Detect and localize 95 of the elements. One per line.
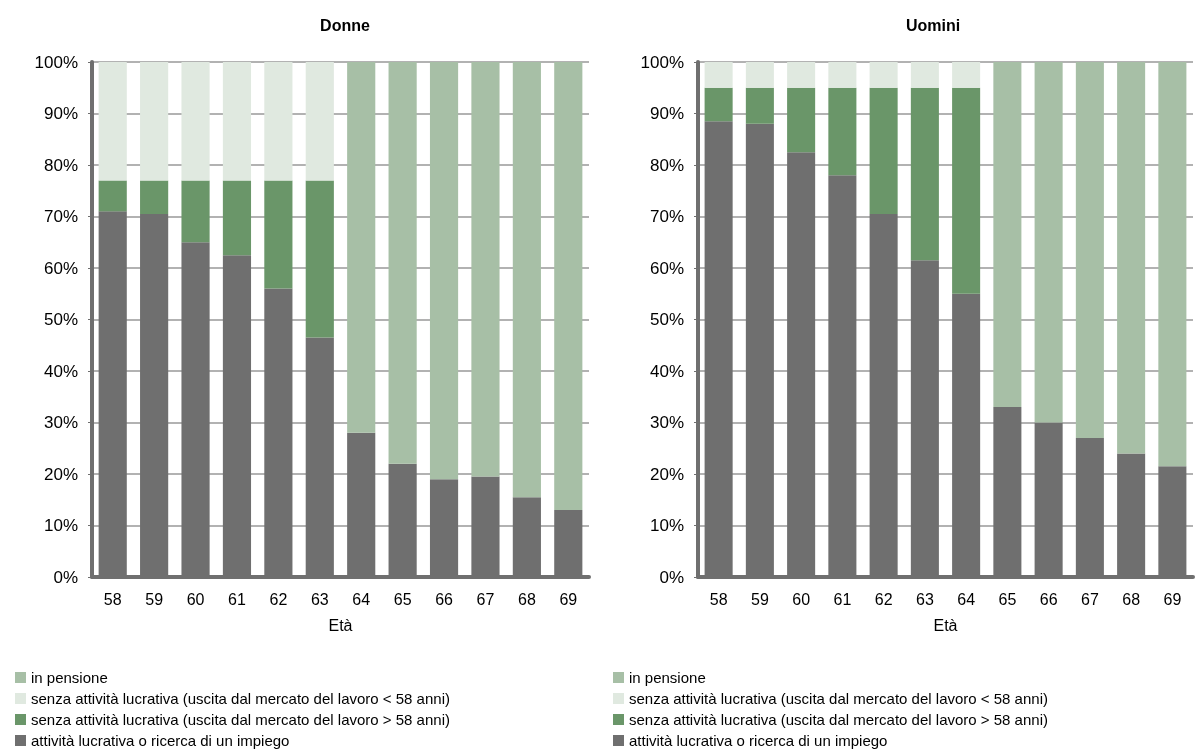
x-tick-label: 67	[476, 590, 495, 608]
y-tick-label: 30%	[43, 413, 78, 432]
x-tick-label: 58	[709, 590, 728, 608]
y-tick-label: 50%	[43, 310, 78, 329]
y-tick-label: 100%	[34, 52, 78, 72]
bar	[1075, 62, 1104, 438]
y-tick-label: 20%	[43, 464, 78, 484]
y-tick-label: 20%	[649, 464, 684, 484]
bar	[264, 180, 293, 289]
legend-label: senza attività lucrativa (uscita dal mercato del lavoro > 58 anni)	[629, 711, 1048, 728]
y-tick-label: 10%	[43, 516, 78, 535]
bar	[869, 87, 898, 214]
bar	[1117, 62, 1146, 454]
x-tick-label: 63	[915, 590, 934, 608]
bar	[787, 62, 816, 88]
legend-label: senza attività lucrativa (uscita dal mercato del lavoro > 58 anni)	[31, 711, 450, 728]
bar	[554, 62, 583, 511]
bar	[704, 62, 733, 88]
x-tick-label: 65	[998, 590, 1017, 608]
x-tick-label: 66	[1039, 590, 1058, 608]
bar	[140, 62, 169, 181]
x-tick-label: 67	[1080, 590, 1099, 608]
legend-label: attività lucrativa o ricerca di un impiego	[31, 732, 290, 749]
bar	[305, 62, 334, 181]
x-tick-label: 58	[103, 590, 122, 608]
chart-title: Donne	[320, 16, 370, 34]
bar	[222, 62, 252, 181]
x-tick-label: 60	[186, 590, 205, 608]
y-tick-label: 60%	[649, 258, 684, 278]
x-tick-label: 69	[559, 590, 578, 608]
x-tick-label: 64	[352, 590, 371, 608]
bar	[222, 180, 252, 256]
bar	[181, 62, 210, 181]
bar	[1158, 62, 1187, 467]
x-tick-label: 59	[145, 590, 164, 608]
bar	[429, 62, 459, 480]
legend-label: senza attività lucrativa (uscita dal mercato del lavoro < 58 anni)	[31, 690, 450, 707]
y-tick-label: 40%	[43, 361, 78, 381]
x-tick-label: 62	[269, 590, 288, 608]
bar	[388, 62, 417, 464]
bar	[787, 87, 816, 153]
bar	[828, 62, 857, 88]
x-tick-label: 59	[750, 590, 769, 608]
bar	[952, 62, 981, 88]
y-tick-label: 30%	[649, 413, 684, 432]
y-tick-label: 60%	[43, 258, 78, 278]
x-axis-title: Età	[933, 616, 958, 634]
y-tick-label: 90%	[649, 104, 684, 123]
x-tick-label: 69	[1163, 590, 1182, 608]
bar	[98, 62, 127, 181]
bar	[471, 62, 500, 477]
legend-label: in pensione	[31, 669, 108, 686]
x-tick-label: 61	[833, 590, 852, 608]
y-tick-label: 90%	[43, 104, 78, 123]
bar	[347, 62, 376, 433]
y-tick-label: 0%	[53, 567, 78, 587]
y-tick-label: 80%	[43, 155, 78, 175]
y-tick-label: 40%	[649, 361, 684, 381]
bar	[745, 87, 774, 124]
bar	[264, 62, 293, 181]
y-tick-label: 70%	[649, 207, 684, 226]
x-tick-label: 62	[874, 590, 893, 608]
bar	[910, 87, 939, 261]
x-tick-label: 65	[393, 590, 412, 608]
x-tick-label: 63	[310, 590, 329, 608]
bar	[1034, 62, 1063, 423]
bar	[704, 87, 733, 122]
bar	[952, 87, 981, 294]
x-tick-label: 64	[957, 590, 976, 608]
legend-label: senza attività lucrativa (uscita dal mercato del lavoro < 58 anni)	[629, 690, 1048, 707]
y-tick-label: 0%	[659, 567, 684, 587]
y-tick-label: 10%	[649, 516, 684, 535]
bar	[181, 180, 210, 243]
y-tick-label: 100%	[640, 52, 684, 72]
bar	[910, 62, 939, 88]
bar	[993, 62, 1022, 408]
x-tick-label: 61	[228, 590, 246, 608]
chart-title: Uomini	[905, 16, 961, 34]
x-axis-title: Età	[328, 616, 353, 634]
bar	[512, 62, 541, 498]
bar	[745, 62, 774, 88]
x-tick-label: 60	[792, 590, 811, 608]
bar	[98, 180, 127, 212]
bar	[140, 180, 169, 214]
bar	[869, 62, 898, 88]
bar	[828, 87, 857, 176]
y-tick-label: 80%	[649, 155, 684, 175]
y-tick-label: 50%	[649, 310, 684, 329]
legend-label: attività lucrativa o ricerca di un impiego	[629, 732, 888, 749]
x-tick-label: 68	[1122, 590, 1141, 608]
legend-label: in pensione	[629, 669, 706, 686]
y-tick-label: 70%	[43, 207, 78, 226]
bar	[305, 180, 334, 338]
x-tick-label: 66	[435, 590, 454, 608]
x-tick-label: 68	[517, 590, 536, 608]
